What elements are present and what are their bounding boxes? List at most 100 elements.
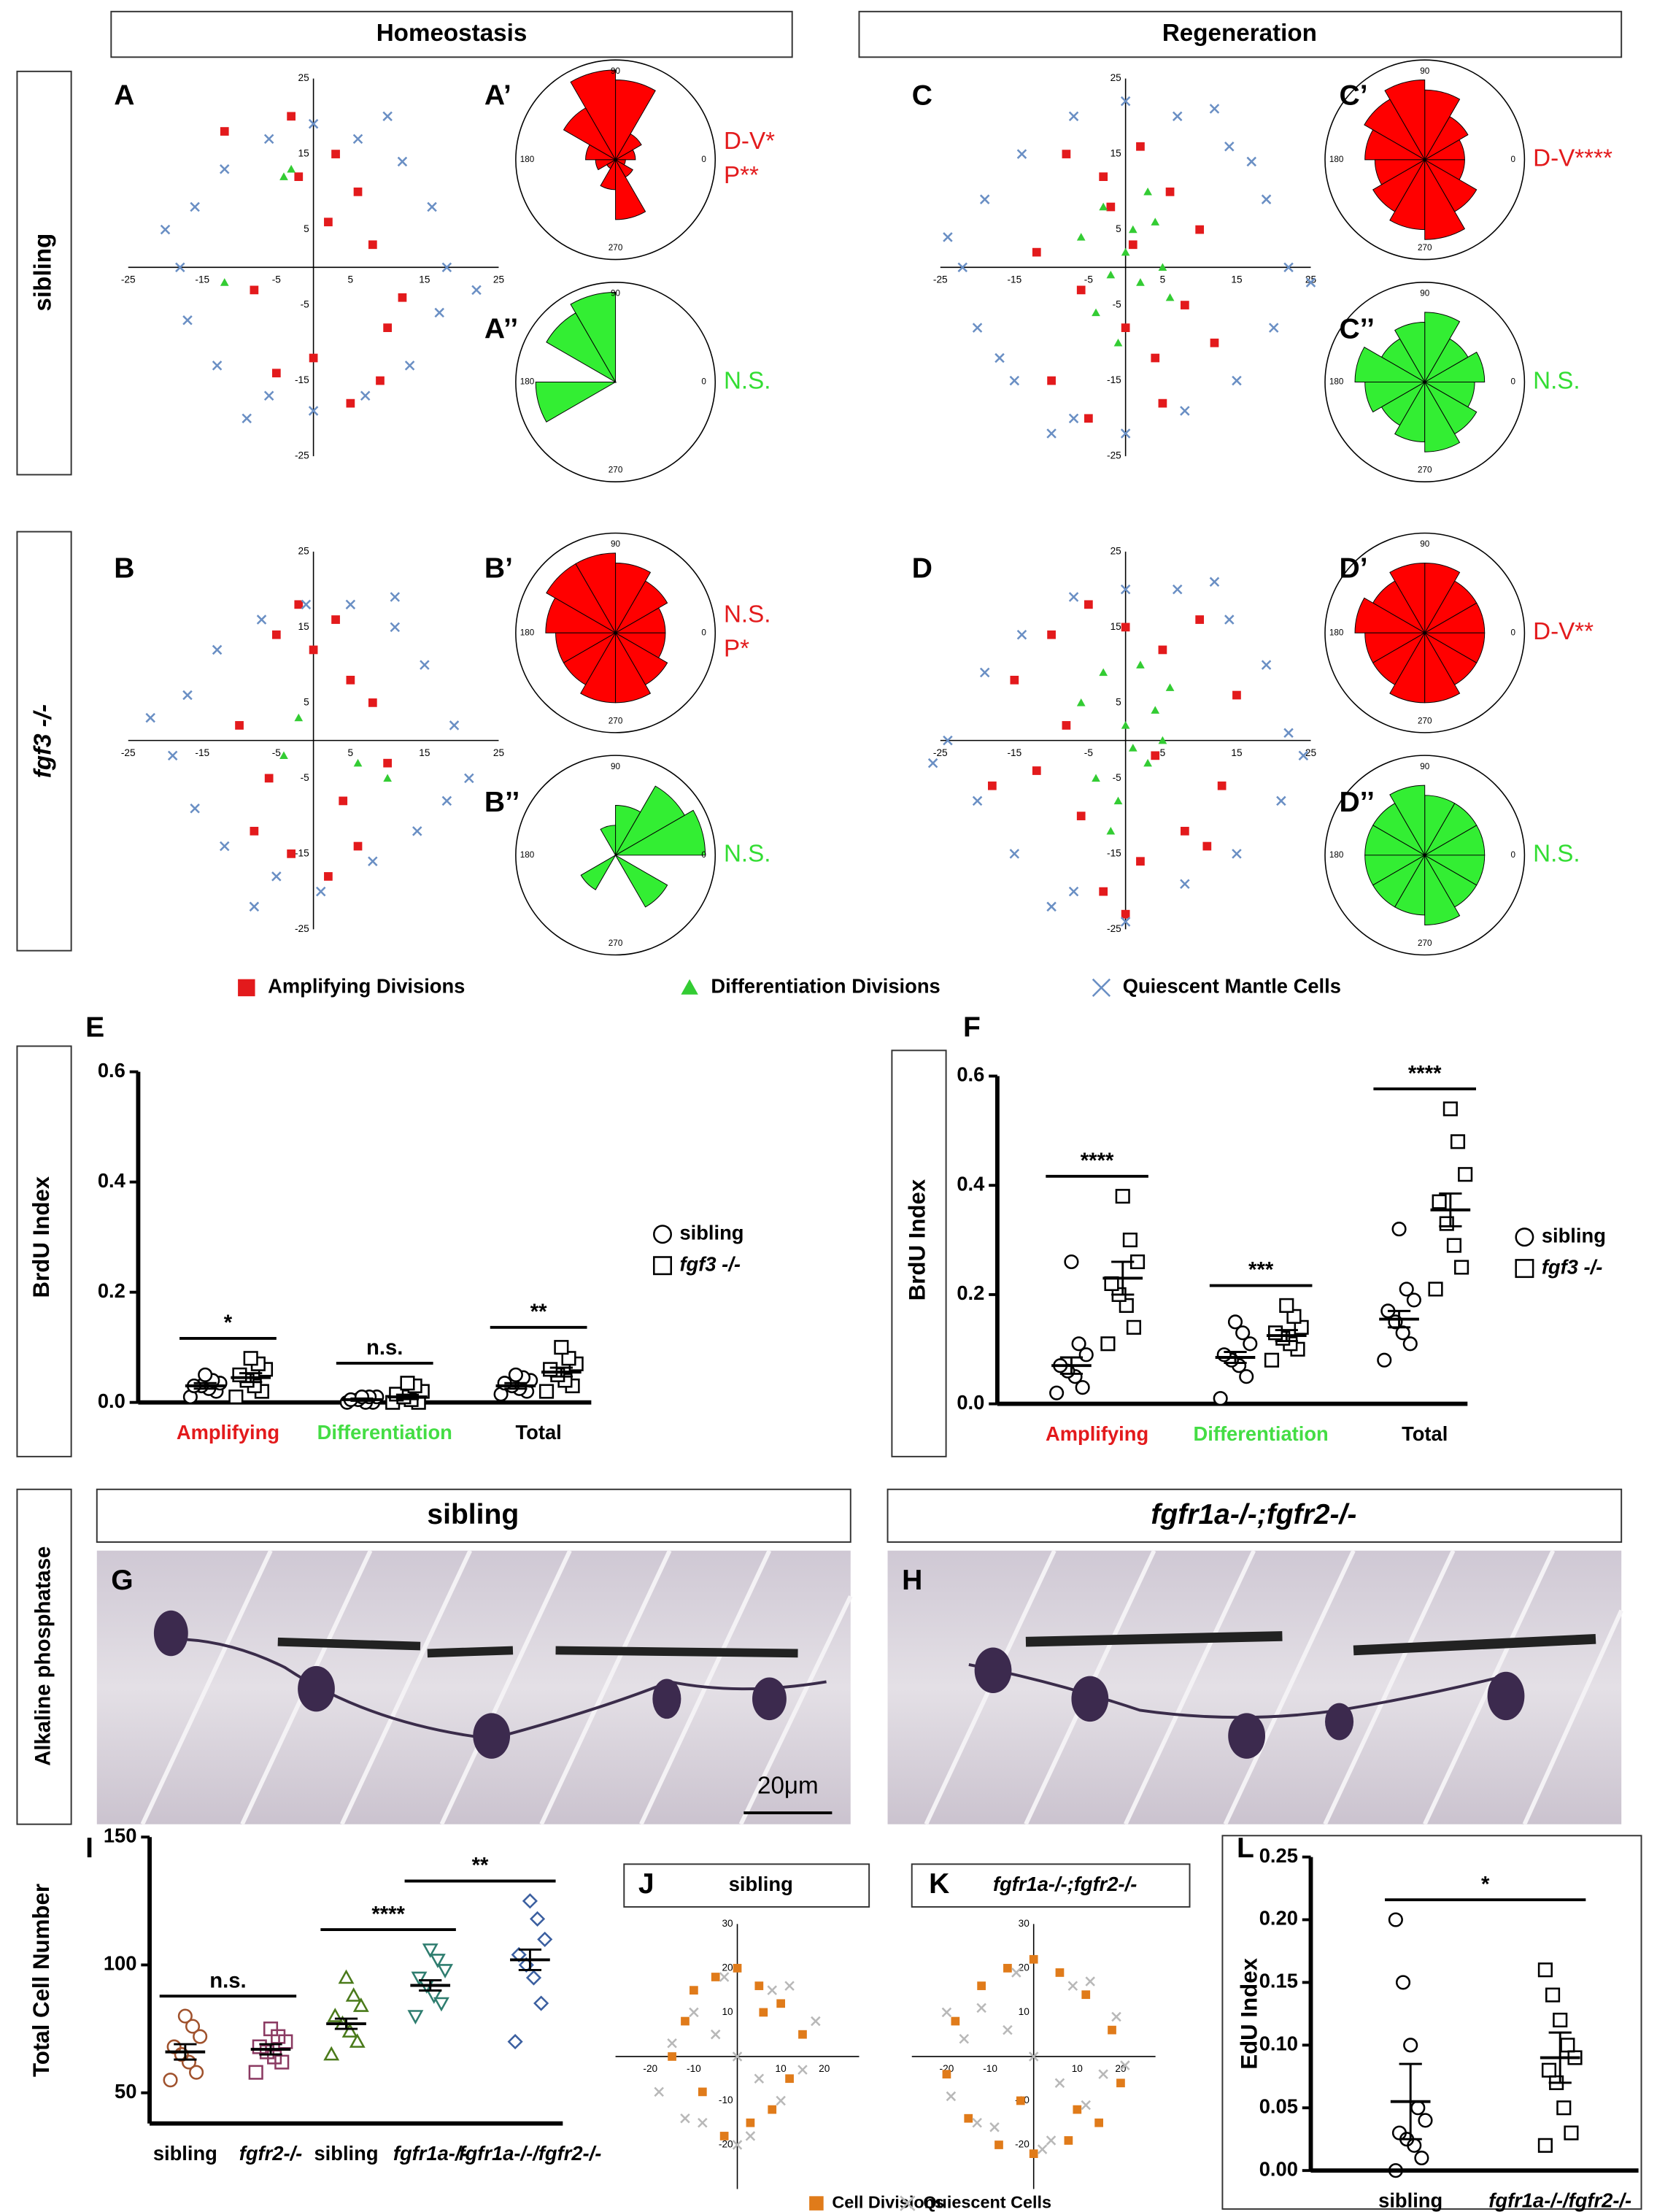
panel-label: F — [963, 1011, 981, 1043]
error-bar — [350, 1397, 374, 1402]
header-box — [887, 1488, 1623, 1544]
point — [1068, 592, 1079, 602]
point — [1136, 857, 1145, 866]
point — [1202, 841, 1212, 851]
point — [654, 2086, 664, 2097]
point — [243, 1351, 258, 1366]
rose-sector — [614, 809, 706, 856]
point — [189, 2065, 204, 2080]
angle-label: 0 — [701, 850, 706, 860]
rose-sector — [614, 854, 668, 908]
point — [1003, 1964, 1012, 1973]
point — [1128, 744, 1138, 752]
rose-sector — [1424, 380, 1461, 452]
y-axis-label: EdU Index — [1237, 1957, 1262, 2069]
point — [1151, 706, 1160, 714]
point — [1216, 1347, 1232, 1363]
point — [1016, 629, 1027, 640]
point — [1120, 584, 1131, 595]
rose-sector — [614, 159, 626, 166]
point — [309, 645, 318, 655]
point — [274, 2054, 290, 2070]
point — [1085, 1976, 1095, 1986]
x-tick-label: 5 — [348, 747, 354, 758]
point — [1232, 690, 1241, 700]
point — [1158, 645, 1167, 655]
x-tick-label: Differentiation — [1194, 1422, 1329, 1445]
significance-label: ** — [472, 1854, 489, 1878]
point — [1172, 111, 1183, 122]
point — [785, 2074, 794, 2084]
y-tick-label: -20 — [719, 2139, 733, 2150]
point — [1158, 263, 1167, 271]
header-box — [96, 1488, 851, 1544]
y-tick-label: 0.05 — [1259, 2095, 1298, 2117]
point — [1515, 1228, 1534, 1247]
annotation: N.S. — [724, 367, 771, 394]
header: Homeostasis — [376, 20, 528, 47]
point — [719, 2132, 729, 2140]
y-tick-label: -5 — [1113, 299, 1122, 310]
y-tick-label: 25 — [298, 72, 310, 83]
error-bar — [549, 1366, 573, 1378]
annotation: N.S. — [1533, 841, 1580, 868]
point — [1078, 1347, 1094, 1363]
point — [1195, 225, 1205, 234]
y-tick-label: 0.15 — [1259, 1970, 1298, 1992]
y-tick-label: 5 — [1116, 223, 1121, 234]
point — [212, 644, 223, 655]
x-tick-label: fgfr1a-/-/fgfr2-/- — [458, 2142, 601, 2165]
point — [972, 323, 983, 333]
point — [287, 849, 296, 858]
point — [1100, 1336, 1116, 1352]
point — [1165, 683, 1175, 691]
point — [331, 150, 340, 158]
point — [1450, 1134, 1466, 1149]
point — [1283, 728, 1294, 739]
rose-sector — [1389, 563, 1426, 635]
point — [1054, 2078, 1065, 2089]
point — [1064, 2136, 1073, 2145]
annotation: N.S. — [1533, 367, 1580, 394]
x-tick-label: 25 — [1305, 747, 1317, 758]
point — [1029, 1954, 1038, 1964]
point — [1209, 577, 1220, 587]
y-axis-label: Total Cell Number — [28, 1884, 54, 2077]
y-tick-label: 0.00 — [1259, 2157, 1298, 2180]
point — [1564, 2125, 1579, 2140]
point — [323, 2046, 340, 2061]
point — [278, 2034, 293, 2049]
point — [1414, 2150, 1429, 2166]
point — [809, 2196, 824, 2211]
point — [941, 2007, 952, 2018]
point — [198, 1367, 213, 1382]
point — [429, 1954, 446, 1968]
y-tick-label: 0.6 — [98, 1059, 125, 1082]
angle-label: 90 — [611, 66, 621, 76]
point — [1076, 285, 1086, 295]
point — [353, 758, 363, 767]
point — [1556, 2100, 1572, 2116]
angle-label: 270 — [1418, 243, 1432, 253]
y-tick-label: 0.4 — [957, 1172, 985, 1195]
point — [185, 2019, 201, 2034]
point — [1121, 323, 1130, 332]
point — [1084, 414, 1093, 423]
row-box — [16, 1045, 72, 1457]
point — [1283, 262, 1294, 273]
angle-label: 180 — [520, 155, 535, 164]
point — [1210, 338, 1219, 347]
point — [1047, 376, 1056, 385]
y-tick-label: 5 — [1116, 696, 1121, 707]
point — [1454, 1260, 1469, 1275]
point — [539, 1384, 555, 1399]
angle-label: 0 — [701, 155, 706, 164]
rose-sector — [1384, 80, 1426, 161]
point — [680, 2113, 690, 2124]
point — [943, 735, 953, 746]
y-tick-label: 20 — [722, 1962, 733, 1973]
point — [1047, 630, 1056, 639]
error-bar — [174, 2043, 197, 2061]
x-tick-label: 15 — [1231, 747, 1243, 758]
point — [1046, 428, 1057, 439]
